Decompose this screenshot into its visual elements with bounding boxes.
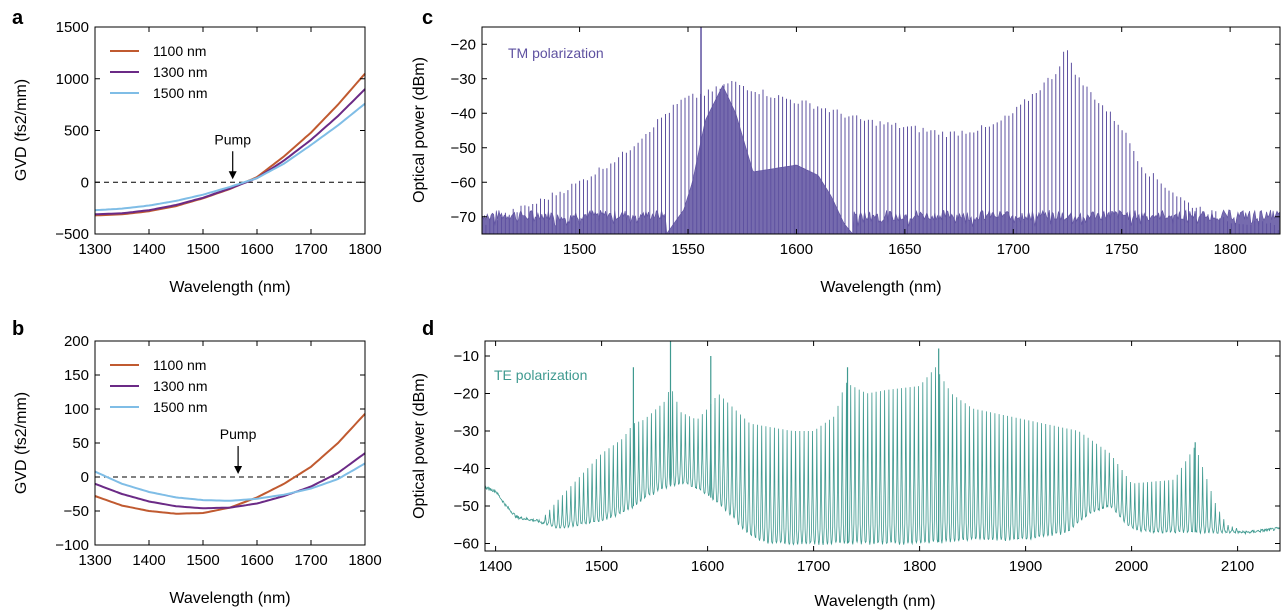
x-tick-label: 1600	[691, 558, 724, 575]
y-tick-label: −40	[451, 105, 476, 122]
x-tick-label: 1500	[186, 241, 219, 258]
x-tick-label: 1800	[903, 558, 936, 575]
x-tick-label: 1500	[585, 558, 618, 575]
x-tick-label: 1600	[780, 241, 813, 258]
legend-label: 1300 nm	[153, 378, 207, 394]
panel-letter-b: b	[12, 318, 24, 340]
y-tick-label: −40	[454, 461, 479, 478]
gvd-curve-1500-nm	[94, 102, 366, 212]
x-tick-label: 1800	[1213, 241, 1246, 258]
gvd-curve-1300-nm	[94, 88, 366, 216]
y-tick-label: −100	[55, 537, 89, 554]
y-tick-label: −20	[451, 36, 476, 53]
x-tick-label: 1700	[294, 552, 327, 569]
y-tick-label: 200	[64, 333, 89, 350]
x-tick-label: 1400	[132, 552, 165, 569]
tm-comb-lines	[482, 50, 1279, 234]
panel-letter-a: a	[12, 7, 24, 29]
panel-letter-d: d	[422, 318, 434, 340]
x-tick-label: 1800	[348, 552, 381, 569]
x-tick-label: 1400	[132, 241, 165, 258]
y-tick-label: 50	[72, 435, 89, 452]
te-spectrum-trace	[485, 341, 1280, 546]
x-tick-label: 1600	[240, 241, 273, 258]
pump-arrow-head	[228, 171, 237, 180]
y-tick-label: 500	[64, 123, 89, 140]
x-tick-label: 1750	[1105, 241, 1138, 258]
panel-c-y-axis-label: Optical power (dBm)	[411, 57, 428, 203]
y-tick-label: −50	[454, 498, 479, 515]
pump-arrow-head	[234, 466, 243, 474]
x-tick-label: 1800	[348, 241, 381, 258]
x-tick-label: 2100	[1221, 558, 1254, 575]
gvd-curve-1300-nm	[94, 452, 366, 510]
x-tick-label: 2000	[1115, 558, 1148, 575]
panel-c-polarization-label: TM polarization	[508, 45, 604, 61]
gvd-curve-1500-nm	[94, 462, 366, 502]
x-tick-label: 1600	[240, 552, 273, 569]
panel-b-gvd-chart: b 1300 1400 1500 1600 1700 1800 −100 −50 0 50 100 1…	[12, 318, 382, 607]
x-tick-label: 1700	[294, 241, 327, 258]
panel-a-y-axis-label: GVD (fs2/mm)	[13, 79, 30, 181]
pump-label: Pump	[220, 426, 257, 442]
x-tick-label: 1500	[186, 552, 219, 569]
x-tick-label: 1650	[888, 241, 921, 258]
panel-c-frame	[481, 26, 1281, 235]
y-tick-label: 0	[81, 174, 89, 191]
x-tick-label: 1550	[671, 241, 704, 258]
x-tick-label: 1500	[563, 241, 596, 258]
te-comb-trace	[485, 367, 1280, 546]
y-tick-label: −20	[454, 386, 479, 403]
y-tick-label: −60	[454, 536, 479, 553]
panel-d-y-axis-label: Optical power (dBm)	[411, 373, 428, 519]
y-tick-label: 1000	[56, 71, 89, 88]
pump-label: Pump	[214, 131, 251, 147]
panel-d-frame	[484, 340, 1281, 552]
y-tick-label: 0	[81, 469, 89, 486]
y-tick-label: −50	[451, 140, 476, 157]
y-tick-label: 150	[64, 367, 89, 384]
y-tick-label: −10	[454, 348, 479, 365]
panel-d-polarization-label: TE polarization	[494, 367, 587, 383]
y-tick-label: −50	[64, 503, 89, 520]
x-tick-label: 1900	[1009, 558, 1042, 575]
y-tick-label: 100	[64, 401, 89, 418]
legend-label: 1100 nm	[153, 357, 206, 373]
x-tick-label: 1700	[797, 558, 830, 575]
panel-c-tm-spectrum: c 1500 1550 1600 1650 1700 1750 1800 −70 −60 −50 −…	[411, 7, 1281, 296]
panel-b-y-axis-label: GVD (fs2/mm)	[13, 392, 30, 494]
y-tick-label: −30	[451, 71, 476, 88]
panel-letter-c: c	[422, 7, 433, 29]
y-tick-label: −30	[454, 423, 479, 440]
y-tick-label: −60	[451, 174, 476, 191]
y-tick-label: −70	[451, 209, 476, 226]
legend-label: 1300 nm	[153, 64, 207, 80]
panel-d-te-spectrum: d 1400 1500 1600 1700 1800 1900 2000 2100 −60 −50…	[411, 318, 1281, 610]
tm-spectrum-trace	[482, 27, 1280, 234]
x-tick-label: 1700	[997, 241, 1030, 258]
x-tick-label: 1300	[78, 241, 111, 258]
panel-a-x-axis-label: Wavelength (nm)	[169, 279, 290, 296]
x-tick-label: 1300	[78, 552, 111, 569]
x-tick-label: 1400	[479, 558, 512, 575]
tm-noise-floor	[482, 85, 1280, 234]
y-tick-label: 1500	[56, 19, 89, 36]
panel-c-x-axis-label: Wavelength (nm)	[820, 279, 941, 296]
panel-a-gvd-chart: a 1300 1400 1500 1600 1700 1800 −500 0 500 1000 15…	[12, 7, 382, 296]
panel-b-x-axis-label: Wavelength (nm)	[169, 590, 290, 607]
legend-label: 1500 nm	[153, 399, 207, 415]
legend-label: 1100 nm	[153, 43, 206, 59]
panel-d-x-axis-label: Wavelength (nm)	[814, 593, 935, 610]
legend-label: 1500 nm	[153, 85, 207, 101]
panel-b-frame	[94, 340, 366, 546]
y-tick-label: −500	[55, 226, 89, 243]
